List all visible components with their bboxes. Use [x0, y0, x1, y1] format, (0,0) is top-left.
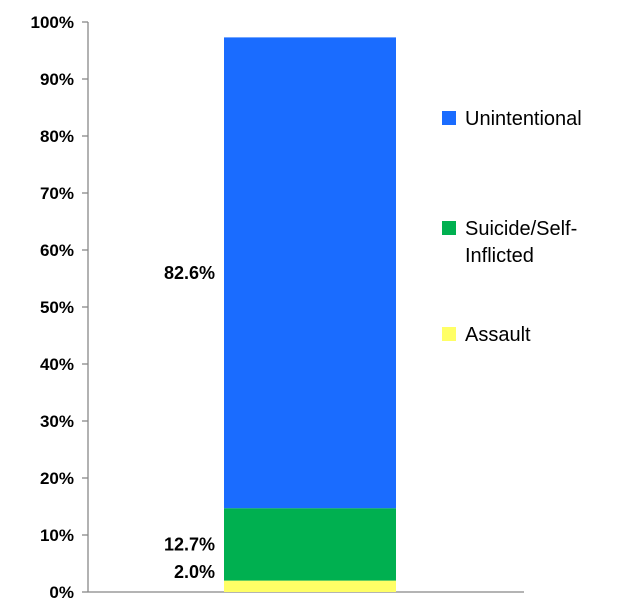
data-label: 82.6%: [164, 263, 215, 283]
y-tick-label: 100%: [31, 13, 74, 32]
y-tick-label: 0%: [49, 583, 74, 602]
y-tick-label: 40%: [40, 355, 74, 374]
y-tick-label: 60%: [40, 241, 74, 260]
y-tick-label: 30%: [40, 412, 74, 431]
bar-segment: [224, 37, 396, 509]
y-tick-label: 50%: [40, 298, 74, 317]
legend-swatch: [442, 327, 456, 341]
legend-swatch: [442, 111, 456, 125]
legend: Unintentional Suicide/Self- Inflicted Assau…: [442, 108, 582, 346]
legend-label: Inflicted: [465, 245, 534, 267]
y-tick-label: 90%: [40, 70, 74, 89]
legend-label: Unintentional: [465, 108, 582, 130]
axes: 0% 10% 20% 30% 40% 50% 60% 70% 80% 90% 100%: [31, 13, 524, 602]
bar-segments: [224, 37, 396, 592]
data-label: 2.0%: [174, 562, 215, 582]
data-label: 12.7%: [164, 534, 215, 554]
legend-label: Assault: [465, 324, 531, 346]
legend-label: Suicide/Self-: [465, 218, 577, 240]
y-tick-label: 10%: [40, 526, 74, 545]
data-labels: 2.0% 12.7% 82.6%: [164, 263, 215, 582]
bar-segment: [224, 580, 396, 592]
legend-swatch: [442, 221, 456, 235]
y-tick-label: 20%: [40, 469, 74, 488]
bar-segment: [224, 508, 396, 581]
y-tick-label: 70%: [40, 184, 74, 203]
y-tick-label: 80%: [40, 127, 74, 146]
